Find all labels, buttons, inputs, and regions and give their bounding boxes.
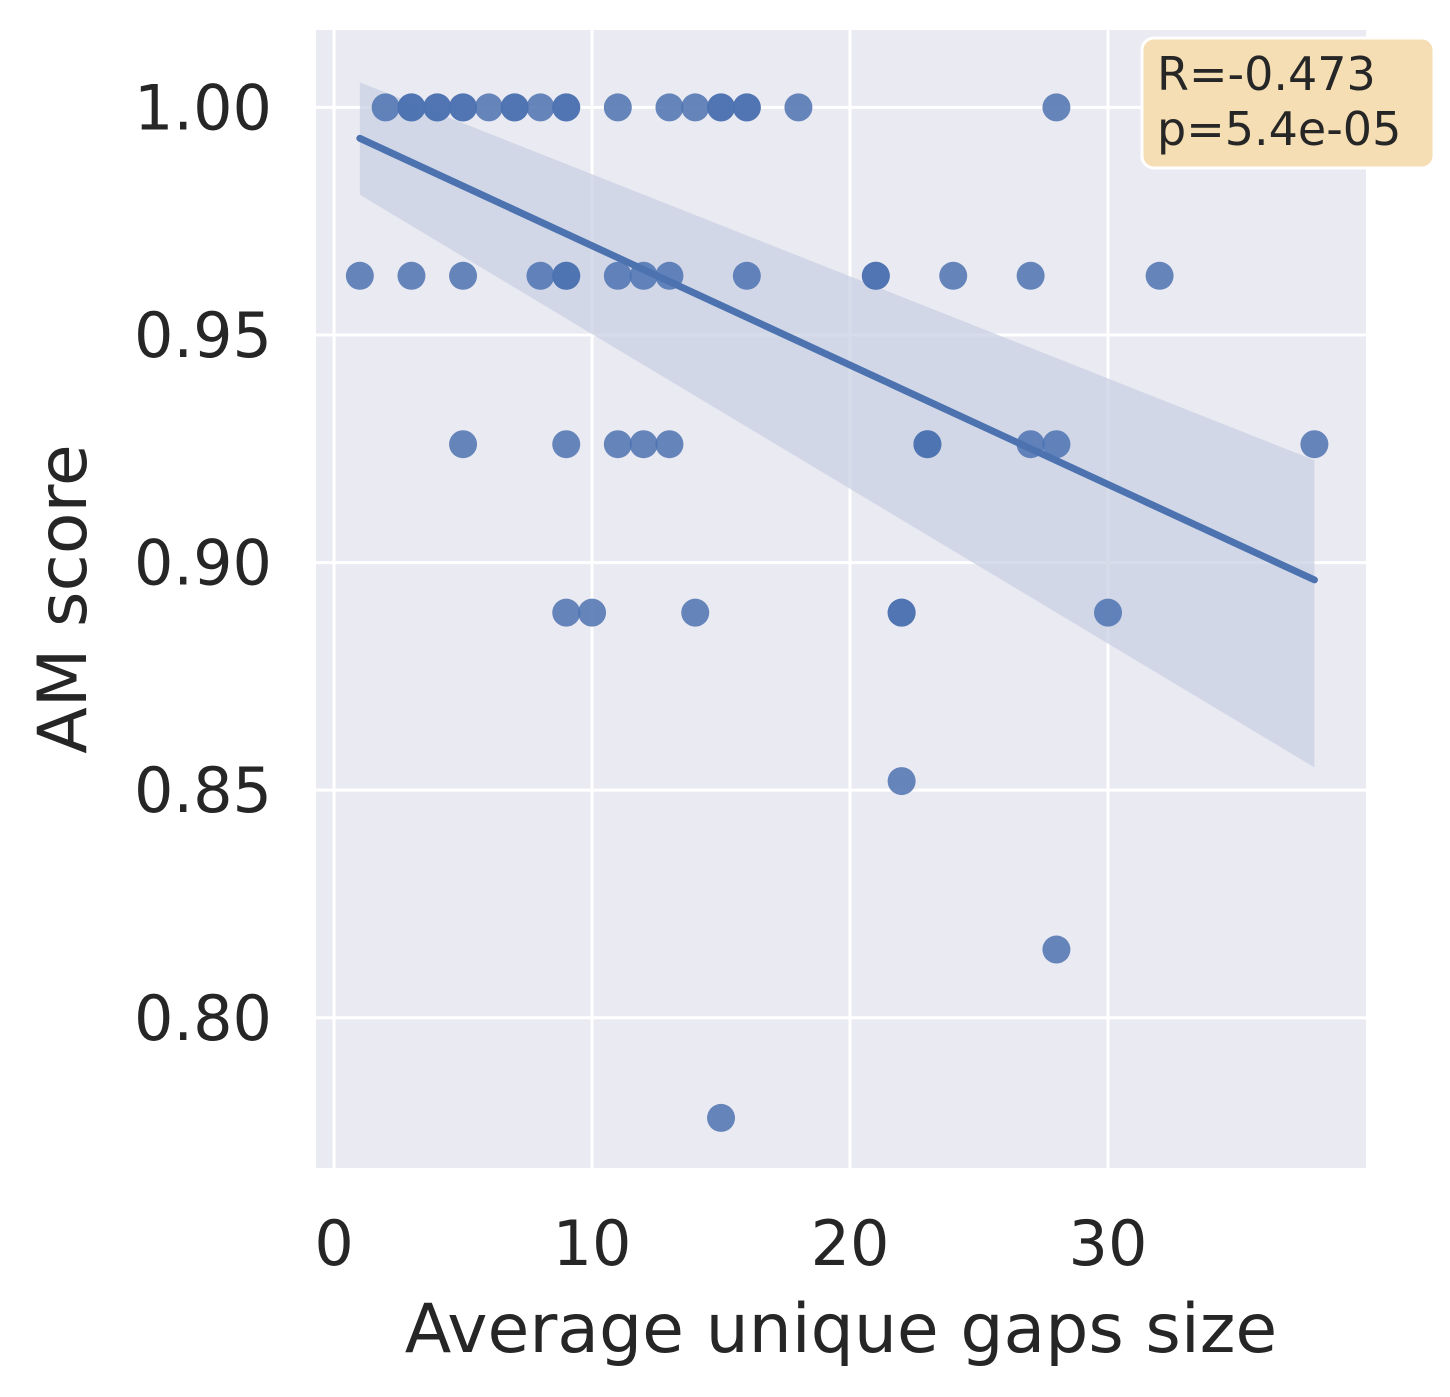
data-point xyxy=(578,598,607,627)
data-point xyxy=(861,261,890,290)
data-point xyxy=(1145,261,1174,290)
data-point xyxy=(552,261,581,290)
y-tick-label: 0.85 xyxy=(134,754,272,827)
confidence-band xyxy=(359,82,1315,768)
data-point xyxy=(784,93,813,122)
x-tick-labels: 0 10 20 30 xyxy=(314,1207,1147,1280)
x-tick-label: 0 xyxy=(314,1207,353,1280)
data-point xyxy=(552,93,581,122)
stats-box xyxy=(1140,36,1436,170)
x-tick-label: 30 xyxy=(1069,1207,1148,1280)
data-point xyxy=(474,93,503,122)
data-point xyxy=(371,93,400,122)
data-point xyxy=(500,93,529,122)
x-tick-label: 10 xyxy=(553,1207,632,1280)
y-tick-label: 0.90 xyxy=(134,527,272,600)
regression-line-group xyxy=(356,134,1318,584)
data-point xyxy=(629,430,658,459)
data-point xyxy=(603,93,632,122)
data-point xyxy=(423,93,452,122)
data-point xyxy=(526,93,555,122)
data-point xyxy=(681,598,710,627)
data-point xyxy=(887,767,916,796)
y-axis-label: AM score xyxy=(24,444,103,754)
data-point xyxy=(1094,598,1123,627)
data-point xyxy=(681,93,710,122)
data-point xyxy=(526,261,555,290)
data-point xyxy=(1300,430,1329,459)
data-point xyxy=(397,261,426,290)
data-points xyxy=(345,93,1329,1132)
y-tick-label: 0.80 xyxy=(134,982,272,1055)
data-point xyxy=(913,430,942,459)
data-point xyxy=(887,598,916,627)
data-point xyxy=(939,261,968,290)
data-point xyxy=(603,261,632,290)
x-tick-label: 20 xyxy=(811,1207,890,1280)
confidence-band-area xyxy=(359,82,1315,768)
data-point xyxy=(1042,935,1071,964)
y-tick-labels: 0.80 0.85 0.90 0.95 1.00 xyxy=(134,71,272,1054)
data-point xyxy=(732,261,761,290)
data-point xyxy=(655,430,684,459)
data-point xyxy=(552,598,581,627)
data-point xyxy=(449,261,478,290)
data-point xyxy=(1016,261,1045,290)
data-point xyxy=(552,430,581,459)
stats-r-value: R=-0.473 xyxy=(1157,47,1376,101)
stats-annotation: R=-0.473 p=5.4e-05 xyxy=(1140,36,1436,170)
data-point xyxy=(655,93,684,122)
data-point xyxy=(449,430,478,459)
regression-line xyxy=(356,134,1318,584)
data-point xyxy=(1042,430,1071,459)
data-point xyxy=(1042,93,1071,122)
data-point xyxy=(707,1103,736,1132)
data-point xyxy=(603,430,632,459)
stats-p-value: p=5.4e-05 xyxy=(1157,102,1401,156)
data-point xyxy=(732,93,761,122)
y-tick-label: 1.00 xyxy=(134,71,272,144)
data-point xyxy=(345,261,374,290)
x-axis-label: Average unique gaps size xyxy=(405,1290,1278,1369)
data-point xyxy=(707,93,736,122)
data-point xyxy=(397,93,426,122)
data-point xyxy=(449,93,478,122)
y-tick-label: 0.95 xyxy=(134,299,272,372)
